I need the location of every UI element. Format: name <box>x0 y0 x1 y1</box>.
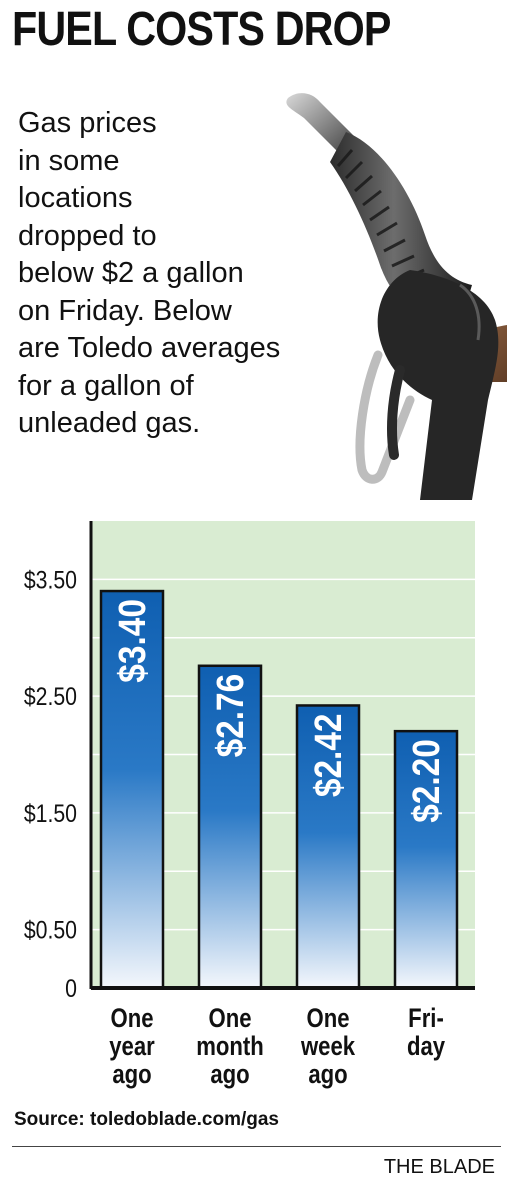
bar-value-label: $3.40 <box>111 599 153 683</box>
gas-nozzle-illustration <box>286 93 507 500</box>
trigger-guard <box>355 350 415 484</box>
intro-line: are Toledo averages <box>18 332 281 364</box>
category-label: ago <box>210 1060 249 1090</box>
bar <box>295 704 361 990</box>
intro-line: in some <box>18 144 120 177</box>
category-label: One <box>208 1004 251 1034</box>
intro-line: dropped to <box>18 219 157 252</box>
category-label: One <box>306 1004 349 1034</box>
bar <box>197 664 263 990</box>
intro-line: for a gallon of <box>18 369 194 402</box>
category-label: month <box>196 1032 264 1062</box>
intro-line: locations <box>18 182 133 214</box>
category-label: Fri- <box>408 1004 444 1034</box>
spout <box>286 93 358 156</box>
category-label: One <box>110 1004 153 1034</box>
y-tick-label: $1.50 <box>24 799 77 827</box>
y-tick-label: $0.50 <box>24 916 77 944</box>
bar-value-label: $2.76 <box>209 674 251 758</box>
publication-credit: THE BLADE <box>383 1156 495 1178</box>
bar-value-label: $2.42 <box>307 713 349 797</box>
intro-line: on Friday. Below <box>18 294 232 327</box>
category-label: day <box>407 1032 445 1062</box>
intro-line: below $2 a gallon <box>18 257 244 289</box>
source-note: Source: toledoblade.com/gas <box>14 1109 279 1130</box>
intro-line: Gas prices <box>18 107 157 139</box>
category-label: ago <box>112 1060 151 1090</box>
category-label: year <box>109 1032 155 1062</box>
category-label: week <box>300 1032 355 1062</box>
bar-value-labels: $3.40 $2.76 $2.42 $2.20 <box>111 599 447 823</box>
price-bar-chart: $3.40 $2.76 $2.42 $2.20 0 $0.50 $1.50 $2.50 $3.… <box>24 521 475 1090</box>
intro-text: Gas prices in some locations dropped to … <box>18 105 358 443</box>
y-tick-labels: 0 $0.50 $1.50 $2.50 $3.50 <box>24 566 77 1003</box>
y-tick-label: $3.50 <box>24 566 77 594</box>
category-label: ago <box>308 1060 347 1090</box>
nozzle-body <box>377 270 499 500</box>
intro-line: unleaded gas. <box>18 407 201 439</box>
divider <box>12 1146 501 1147</box>
y-tick-label: $2.50 <box>24 682 77 710</box>
y-tick-label: 0 <box>65 974 77 1002</box>
bar-value-label: $2.20 <box>405 739 447 823</box>
headline: FUEL COSTS DROP <box>12 3 391 56</box>
